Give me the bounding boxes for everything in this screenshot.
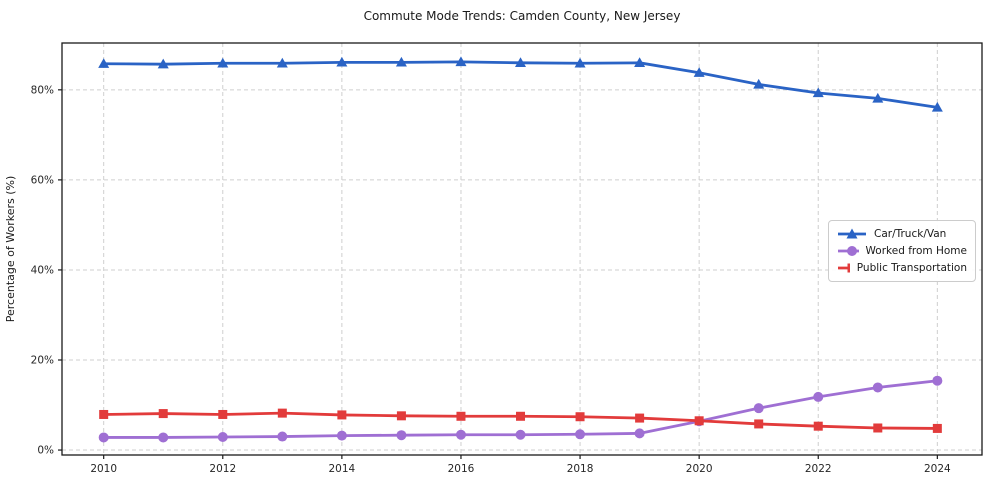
data-point-square [754,419,764,429]
x-tick-label: 2012 [209,463,236,475]
x-tick-label: 2018 [567,463,594,475]
data-point-square [396,411,406,421]
data-point-triangle [693,67,705,77]
data-point-triangle [872,92,884,103]
data-point-circle [217,431,228,442]
data-point-triangle [574,57,586,68]
data-point-circle [634,428,645,439]
data-point-circle [753,403,764,414]
data-point-triangle [753,78,765,89]
data-point-triangle [395,56,407,67]
legend-item-car-truck-van: Car/Truck/Van [837,227,967,241]
data-point-square [932,423,942,433]
legend-label: Car/Truck/Van [874,228,947,240]
legend-swatch-square-icon [838,263,850,273]
data-point-triangle [812,87,824,98]
data-point-triangle [634,57,646,68]
legend-swatch-circle-icon [838,246,859,256]
data-point-square [813,421,823,431]
x-tick-label: 2022 [805,463,832,475]
data-point-circle [872,382,883,393]
circle-marker-icon [847,246,857,256]
x-tick-label: 2014 [329,463,356,475]
legend-label: Public Transportation [856,262,967,274]
data-point-triangle [217,57,229,68]
data-point-square [694,416,704,426]
data-point-square [873,423,883,433]
data-point-square [516,411,526,421]
data-point-triangle [515,57,527,68]
plot-border [61,42,983,456]
data-point-triangle [276,57,288,68]
data-point-square [635,413,645,423]
data-point-circle [396,430,407,441]
y-tick-label: 20% [31,354,54,366]
y-tick-label: 0% [37,445,54,457]
x-tick-label: 2016 [448,463,475,475]
data-point-circle [98,432,109,443]
square-marker-icon [847,263,850,273]
data-point-circle [932,375,943,386]
legend-swatch-triangle-icon [838,228,866,239]
data-point-triangle [931,101,943,112]
y-tick-label: 80% [31,84,54,96]
legend-item-public-transportation: Public Transportation [837,261,967,275]
data-point-circle [813,391,824,402]
data-point-circle [336,430,347,441]
y-tick-label: 40% [31,264,54,276]
data-point-square [99,409,109,419]
data-point-triangle [98,58,110,68]
data-point-square [158,409,168,419]
legend-item-worked-from-home: Worked from Home [837,244,967,258]
data-point-circle [277,431,288,442]
x-tick-label: 2020 [686,463,713,475]
data-point-square [456,411,466,421]
legend: Car/Truck/Van Worked from Home Public Tr… [828,220,976,282]
chart-title: Commute Mode Trends: Camden County, New … [364,9,681,23]
data-point-square [337,410,347,420]
data-point-square [277,408,287,418]
legend-label: Worked from Home [865,245,967,257]
data-point-circle [575,429,586,440]
y-tick-label: 60% [31,174,54,186]
x-tick-label: 2010 [90,463,117,475]
data-point-square [575,412,585,422]
data-point-triangle [455,56,467,67]
data-point-triangle [157,58,169,69]
data-point-circle [158,432,169,443]
triangle-marker-icon [846,228,858,239]
data-point-circle [515,429,526,440]
data-point-triangle [336,56,348,67]
data-point-square [218,409,228,419]
y-axis-label: Percentage of Workers (%) [4,176,17,323]
data-point-circle [455,429,466,440]
x-tick-label: 2024 [924,463,951,475]
